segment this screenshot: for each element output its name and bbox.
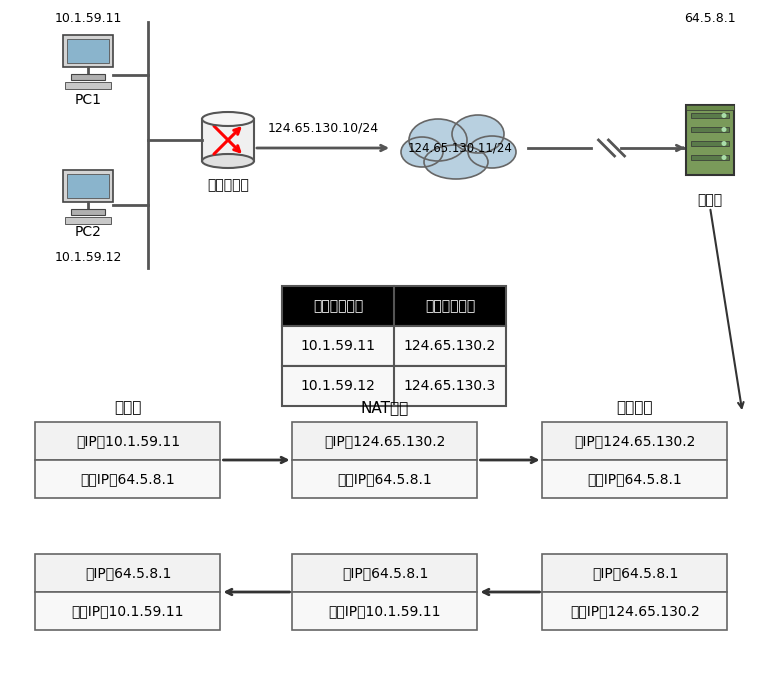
Circle shape	[721, 127, 727, 132]
Bar	[36, 592, 220, 630]
Text: 目的IP：10.1.59.11: 目的IP：10.1.59.11	[329, 604, 441, 618]
Ellipse shape	[452, 115, 504, 153]
Text: 目的IP：10.1.59.11: 目的IP：10.1.59.11	[72, 604, 184, 618]
Text: 124.65.130.10/24: 124.65.130.10/24	[267, 121, 379, 135]
Bar	[282, 366, 506, 406]
Text: 出口路由器: 出口路由器	[207, 178, 249, 192]
Text: 124.65.130.3: 124.65.130.3	[404, 379, 496, 393]
Text: 目的IP：124.65.130.2: 目的IP：124.65.130.2	[570, 604, 700, 618]
Text: NAT设备: NAT设备	[361, 401, 409, 415]
Bar	[543, 554, 727, 592]
Text: 源IP：64.5.8.1: 源IP：64.5.8.1	[592, 566, 678, 580]
Circle shape	[721, 141, 727, 146]
Bar	[292, 422, 478, 460]
Ellipse shape	[409, 119, 467, 161]
Bar	[282, 326, 506, 366]
Bar	[686, 105, 734, 175]
Text: 源主机: 源主机	[114, 401, 141, 415]
Text: 目的IP：64.5.8.1: 目的IP：64.5.8.1	[587, 472, 683, 486]
Circle shape	[721, 155, 727, 160]
Bar	[36, 554, 220, 592]
Text: 124.65.130.11/24: 124.65.130.11/24	[407, 141, 512, 155]
Bar	[543, 460, 727, 498]
Bar	[71, 209, 105, 215]
Bar	[691, 127, 729, 132]
Bar	[292, 460, 478, 498]
Text: 源IP：10.1.59.11: 源IP：10.1.59.11	[76, 434, 180, 448]
Text: PC1: PC1	[74, 93, 101, 107]
Bar	[282, 286, 506, 326]
Ellipse shape	[401, 137, 443, 167]
Text: 源IP：64.5.8.1: 源IP：64.5.8.1	[85, 566, 171, 580]
Circle shape	[721, 113, 727, 118]
Text: 源IP：124.65.130.2: 源IP：124.65.130.2	[325, 434, 446, 448]
Bar	[691, 141, 729, 146]
Bar	[65, 217, 111, 224]
Text: 内部本地地址: 内部本地地址	[313, 299, 363, 313]
Ellipse shape	[424, 145, 488, 179]
Bar	[292, 554, 478, 592]
Ellipse shape	[202, 154, 254, 168]
Bar	[71, 74, 105, 80]
Text: 目的IP：64.5.8.1: 目的IP：64.5.8.1	[338, 472, 432, 486]
Bar	[67, 39, 109, 63]
Text: 64.5.8.1: 64.5.8.1	[684, 11, 736, 24]
Bar	[691, 113, 729, 118]
Ellipse shape	[468, 136, 516, 168]
Bar	[67, 174, 109, 198]
Bar	[65, 82, 111, 89]
Text: 源IP：124.65.130.2: 源IP：124.65.130.2	[574, 434, 696, 448]
Text: 10.1.59.12: 10.1.59.12	[301, 379, 376, 393]
Bar	[543, 422, 727, 460]
Bar	[36, 422, 220, 460]
Bar	[691, 155, 729, 160]
Text: PC2: PC2	[74, 225, 101, 239]
Text: 目标主机: 目标主机	[617, 401, 653, 415]
Bar	[543, 592, 727, 630]
Bar	[63, 170, 113, 202]
Text: 124.65.130.2: 124.65.130.2	[404, 339, 496, 353]
Text: 内部全局地址: 内部全局地址	[425, 299, 475, 313]
Bar	[36, 460, 220, 498]
Bar	[686, 105, 734, 110]
Text: 10.1.59.12: 10.1.59.12	[54, 250, 121, 263]
Ellipse shape	[202, 112, 254, 126]
Text: 服务器: 服务器	[697, 193, 723, 207]
Text: 目的IP：64.5.8.1: 目的IP：64.5.8.1	[80, 472, 175, 486]
Text: 源IP：64.5.8.1: 源IP：64.5.8.1	[342, 566, 428, 580]
Text: 10.1.59.11: 10.1.59.11	[301, 339, 376, 353]
Text: 10.1.59.11: 10.1.59.11	[54, 11, 121, 24]
Bar	[63, 35, 113, 67]
Bar	[292, 592, 478, 630]
Bar	[202, 119, 254, 161]
